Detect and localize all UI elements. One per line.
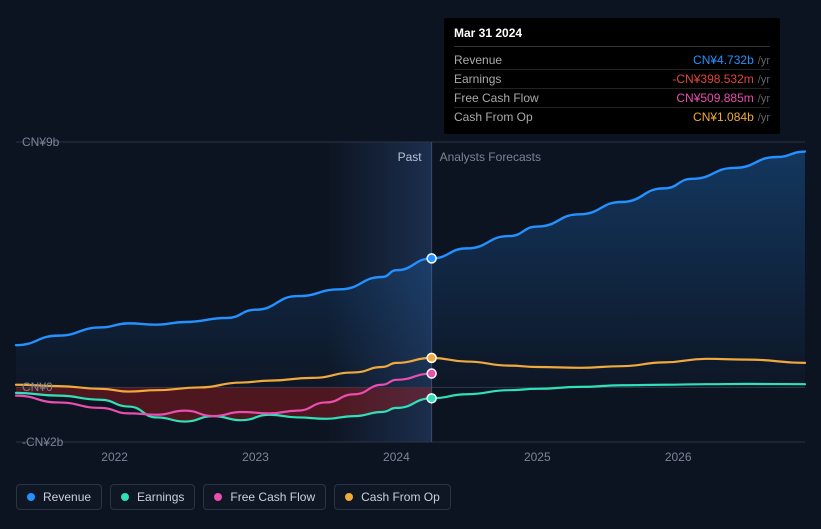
tooltip-row-value: CN¥1.084b [693,110,754,124]
tooltip-row: RevenueCN¥4.732b/yr [454,51,770,70]
tooltip-row: Earnings-CN¥398.532m/yr [454,70,770,89]
marker-cfo [427,353,436,362]
legend-dot-icon [214,493,222,501]
marker-earnings [427,394,436,403]
tooltip-title: Mar 31 2024 [454,26,770,47]
tooltip-row: Free Cash FlowCN¥509.885m/yr [454,89,770,108]
legend-item-revenue[interactable]: Revenue [16,484,102,510]
legend-item-earnings[interactable]: Earnings [110,484,195,510]
legend-label: Free Cash Flow [230,490,315,504]
legend-dot-icon [345,493,353,501]
legend-item-cfo[interactable]: Cash From Op [334,484,451,510]
legend-label: Cash From Op [361,490,440,504]
tooltip-row-unit: /yr [758,112,770,124]
tooltip-row-label: Revenue [454,53,693,67]
tooltip-row-label: Earnings [454,72,672,86]
tooltip-row-unit: /yr [758,74,770,86]
tooltip-row-value: CN¥4.732b [693,53,754,67]
tooltip-row-value: CN¥509.885m [676,91,753,105]
tooltip-row-unit: /yr [758,55,770,67]
y-tick-label: -CN¥2b [22,435,63,449]
marker-revenue [427,254,436,263]
chart-legend: Revenue Earnings Free Cash Flow Cash From O… [16,484,451,510]
marker-fcf [427,369,436,378]
section-label-past: Past [398,150,422,164]
y-tick-label: CN¥0 [22,380,53,394]
tooltip-row-label: Cash From Op [454,110,693,124]
tooltip-row-unit: /yr [758,93,770,105]
chart-tooltip: Mar 31 2024 RevenueCN¥4.732b/yrEarnings-… [444,18,780,134]
legend-label: Earnings [137,490,184,504]
section-label-forecast: Analysts Forecasts [440,150,541,164]
x-tick-label: 2026 [665,450,692,464]
legend-label: Revenue [43,490,91,504]
legend-dot-icon [27,493,35,501]
tooltip-row-label: Free Cash Flow [454,91,676,105]
financials-chart: CN¥9b CN¥0 -CN¥2b 2022 2023 2024 2025 2026 Pas… [0,0,821,524]
x-tick-label: 2024 [383,450,410,464]
x-tick-label: 2022 [101,450,128,464]
legend-item-fcf[interactable]: Free Cash Flow [203,484,326,510]
tooltip-row: Cash From OpCN¥1.084b/yr [454,108,770,126]
y-tick-label: CN¥9b [22,135,59,149]
x-tick-label: 2023 [242,450,269,464]
legend-dot-icon [121,493,129,501]
x-tick-label: 2025 [524,450,551,464]
tooltip-row-value: -CN¥398.532m [672,72,753,86]
